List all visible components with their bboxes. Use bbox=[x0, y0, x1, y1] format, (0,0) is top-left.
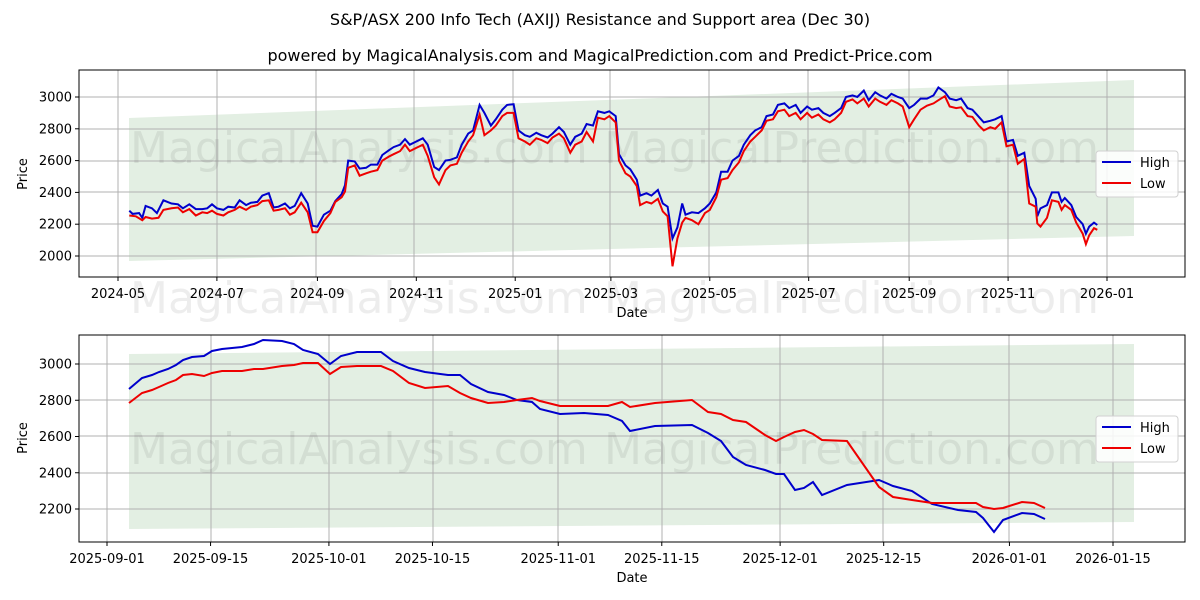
watermark-magicalprediction-3: MagicalPrediction.com bbox=[604, 424, 1099, 475]
top-y-tick-label: 2800 bbox=[39, 122, 72, 137]
bottom-x-tick-label: 2026-01-15 bbox=[1075, 552, 1151, 567]
watermark-magicalprediction-2: MagicalPrediction.com bbox=[604, 273, 1099, 324]
top-x-tick-label: 2025-09 bbox=[882, 287, 936, 302]
bottom-y-axis-label: Price bbox=[16, 422, 31, 454]
watermark-magicalanalysis: MagicalAnalysis.com bbox=[130, 123, 588, 174]
top-y-tick-label: 3000 bbox=[39, 91, 72, 106]
top-x-tick-label: 2024-11 bbox=[389, 287, 443, 302]
bottom-x-axis-label: Date bbox=[616, 571, 647, 586]
watermark-magicalanalysis-2: MagicalAnalysis.com bbox=[130, 273, 588, 324]
bottom-y-tick-label: 2400 bbox=[39, 466, 72, 481]
bottom-x-tick-label: 2025-11-01 bbox=[520, 552, 596, 567]
top-x-tick-label: 2024-09 bbox=[290, 287, 344, 302]
top-x-tick-label: 2025-03 bbox=[584, 287, 638, 302]
bottom-x-tick-label: 2025-12-01 bbox=[742, 552, 818, 567]
bottom-axes-frame bbox=[78, 334, 1186, 543]
top-x-axis-label: Date bbox=[616, 306, 647, 321]
top-chart: MagicalAnalysis.com MagicalPrediction.co… bbox=[16, 69, 1186, 324]
top-gridlines bbox=[79, 70, 1185, 277]
bottom-legend: High Low bbox=[1095, 415, 1179, 463]
bottom-x-tick-label: 2025-11-15 bbox=[624, 552, 700, 567]
bottom-x-tick-label: 2025-12-15 bbox=[846, 552, 922, 567]
top-x-tick-label: 2026-01 bbox=[1080, 287, 1134, 302]
bottom-chart: MagicalAnalysis.com MagicalPrediction.co… bbox=[16, 334, 1186, 586]
top-x-tick-label: 2024-07 bbox=[190, 287, 244, 302]
top-y-tick-label: 2000 bbox=[39, 250, 72, 265]
bottom-low-line bbox=[128, 362, 1046, 511]
top-legend: High Low bbox=[1095, 150, 1179, 198]
bottom-y-tick-label: 2600 bbox=[39, 430, 72, 445]
top-x-axis: 2024-05 2024-07 2024-09 2024-11 2025-01 2025-… bbox=[91, 277, 1134, 302]
watermark-magicalanalysis-3: MagicalAnalysis.com bbox=[130, 424, 588, 475]
top-y-axis-label: Price bbox=[16, 158, 31, 190]
legend-high-label: High bbox=[1140, 156, 1170, 171]
top-x-tick-label: 2025-01 bbox=[488, 287, 542, 302]
top-x-tick-label: 2025-05 bbox=[683, 287, 737, 302]
top-x-tick-label: 2024-05 bbox=[91, 287, 145, 302]
top-x-tick-label: 2025-11 bbox=[981, 287, 1035, 302]
top-axes-frame bbox=[78, 69, 1186, 278]
bottom-x-tick-label: 2025-09-01 bbox=[69, 552, 145, 567]
top-x-tick-label: 2025-07 bbox=[782, 287, 836, 302]
bottom-x-tick-label: 2025-10-01 bbox=[291, 552, 367, 567]
bottom-x-tick-label: 2025-10-15 bbox=[395, 552, 471, 567]
legend-high-label: High bbox=[1140, 421, 1170, 436]
bottom-y-tick-label: 2800 bbox=[39, 394, 72, 409]
legend-low-label: Low bbox=[1140, 442, 1166, 457]
legend-low-label: Low bbox=[1140, 177, 1166, 192]
bottom-high-line bbox=[128, 338, 1046, 534]
bottom-y-axis: 2200 2400 2600 2800 3000 bbox=[39, 358, 79, 518]
top-low-line bbox=[129, 94, 1098, 267]
bottom-x-tick-label: 2025-09-15 bbox=[173, 552, 249, 567]
top-y-tick-label: 2600 bbox=[39, 154, 72, 169]
bottom-y-tick-label: 3000 bbox=[39, 358, 72, 373]
top-y-tick-label: 2200 bbox=[39, 218, 72, 233]
top-y-axis: 2000 2200 2400 2600 2800 3000 bbox=[39, 91, 79, 265]
chart-title: S&P/ASX 200 Info Tech (AXIJ) Resistance … bbox=[329, 10, 871, 29]
bottom-y-tick-label: 2200 bbox=[39, 503, 72, 518]
top-y-tick-label: 2400 bbox=[39, 186, 72, 201]
bottom-x-tick-label: 2026-01-01 bbox=[972, 552, 1048, 567]
bottom-x-axis: 2025-09-01 2025-09-15 2025-10-01 2025-10-15… bbox=[69, 542, 1151, 567]
chart-subtitle: powered by MagicalAnalysis.com and Magic… bbox=[267, 46, 933, 65]
